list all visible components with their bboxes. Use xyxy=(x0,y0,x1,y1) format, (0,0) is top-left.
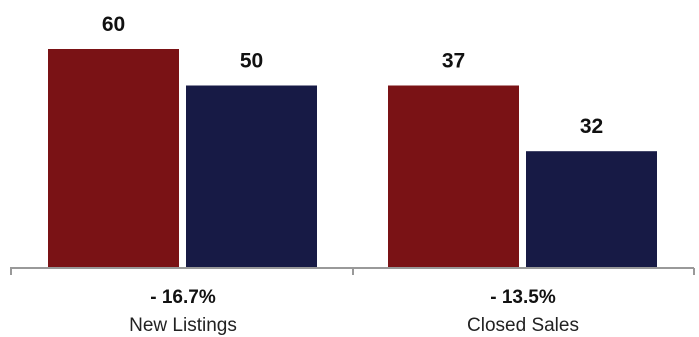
data-label: 60 xyxy=(102,13,125,36)
category-label: Closed Sales xyxy=(467,315,579,336)
percent-change-label: - 16.7% xyxy=(150,287,216,308)
data-label: 50 xyxy=(240,50,263,73)
bar-closed-sales-2 xyxy=(526,151,657,268)
data-label: 32 xyxy=(580,115,603,138)
data-label: 37 xyxy=(442,50,465,73)
bar-new-listings-2 xyxy=(186,85,317,268)
bar-closed-sales-1 xyxy=(388,85,519,268)
category-label: New Listings xyxy=(129,315,237,336)
percent-change-label: - 13.5% xyxy=(490,287,556,308)
bar-new-listings-1 xyxy=(48,49,179,268)
labels-group: 60 50 - 16.7% New Listings 37 32 - 13.5% Closed… xyxy=(102,13,603,336)
bars-group xyxy=(48,49,657,268)
